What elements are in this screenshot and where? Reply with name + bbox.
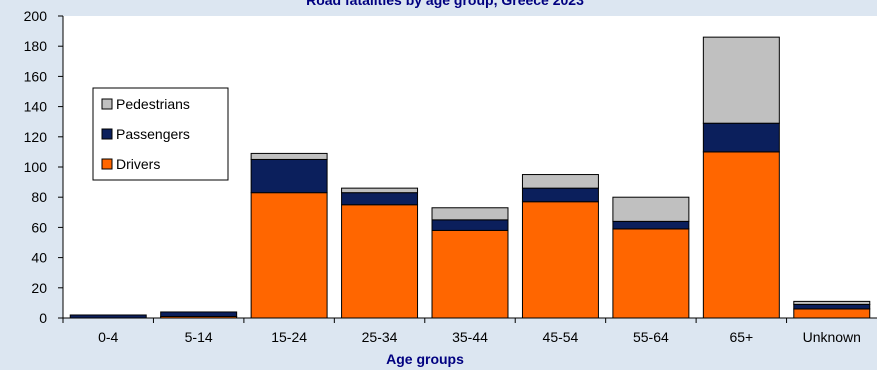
bar-pedestrians-35-44 [431,207,509,221]
legend-swatch-drivers [101,158,113,170]
bar-passengers-65+ [702,122,780,153]
bar-pedestrians-unknown [793,300,871,305]
bar-pedestrians-65+ [702,36,780,124]
bar-pedestrians-45-54 [521,174,599,189]
legend-label-pedestrians: Pedestrians [116,96,190,112]
bar-drivers-55-64 [612,228,690,319]
bar-drivers-25-34 [341,204,419,319]
y-tick-label: 80 [31,189,47,205]
bar-pedestrians-25-34 [341,187,419,194]
bar-pedestrians-15-24 [250,152,328,160]
y-axis: 0 20 40 60 80 100 120 140 160 180 200 [24,8,64,326]
bar-passengers-25-34 [341,192,419,206]
chart-title: Road fatalities by age group, Greece 202… [306,0,584,8]
y-tick-label: 40 [31,250,47,266]
x-tick-label: 5-14 [185,329,213,345]
bar-drivers-unknown [793,308,871,319]
bar-passengers-35-44 [431,219,509,231]
x-tick-label: 45-54 [543,329,579,345]
y-tick-label: 200 [24,8,48,24]
bar-passengers-unknown [793,303,871,310]
legend-swatch-passengers [101,128,113,140]
legend: Pedestrians Passengers Drivers [92,87,229,181]
x-tick-label: 35-44 [452,329,488,345]
y-tick-label: 100 [24,159,48,175]
y-tick-label: 180 [24,38,48,54]
x-tick-label: 0-4 [98,329,118,345]
bar-drivers-15-24 [250,192,328,319]
y-tick-label: 120 [24,129,48,145]
legend-box [92,87,229,181]
y-tick-label: 60 [31,219,47,235]
bar-drivers-35-44 [431,229,509,319]
bar-passengers-55-64 [612,220,690,230]
x-tick-label: 15-24 [271,329,307,345]
x-tick-label: 25-34 [362,329,398,345]
x-tick-label: 55-64 [633,329,669,345]
bar-passengers-5-14 [160,311,238,317]
bars [69,36,871,319]
legend-swatch-pedestrians [101,98,113,110]
y-tick-label: 20 [31,280,47,296]
x-tick-label: 65+ [729,329,753,345]
y-tick-label: 140 [24,99,48,115]
bar-passengers-15-24 [250,158,328,194]
x-axis-title: Age groups [386,351,464,367]
x-tick-label: Unknown [803,329,861,345]
legend-label-passengers: Passengers [116,126,190,142]
bar-drivers-65+ [702,151,780,319]
bar-passengers-45-54 [521,187,599,203]
bar-pedestrians-55-64 [612,196,690,222]
bar-drivers-45-54 [521,201,599,319]
y-tick-label: 160 [24,68,48,84]
legend-label-drivers: Drivers [116,156,160,172]
x-axis: 0-4 5-14 15-24 25-34 35-44 45-54 55-64 65+ Unkno… [62,317,877,345]
y-tick-label: 0 [39,310,47,326]
bar-passengers-0-4 [69,314,147,319]
